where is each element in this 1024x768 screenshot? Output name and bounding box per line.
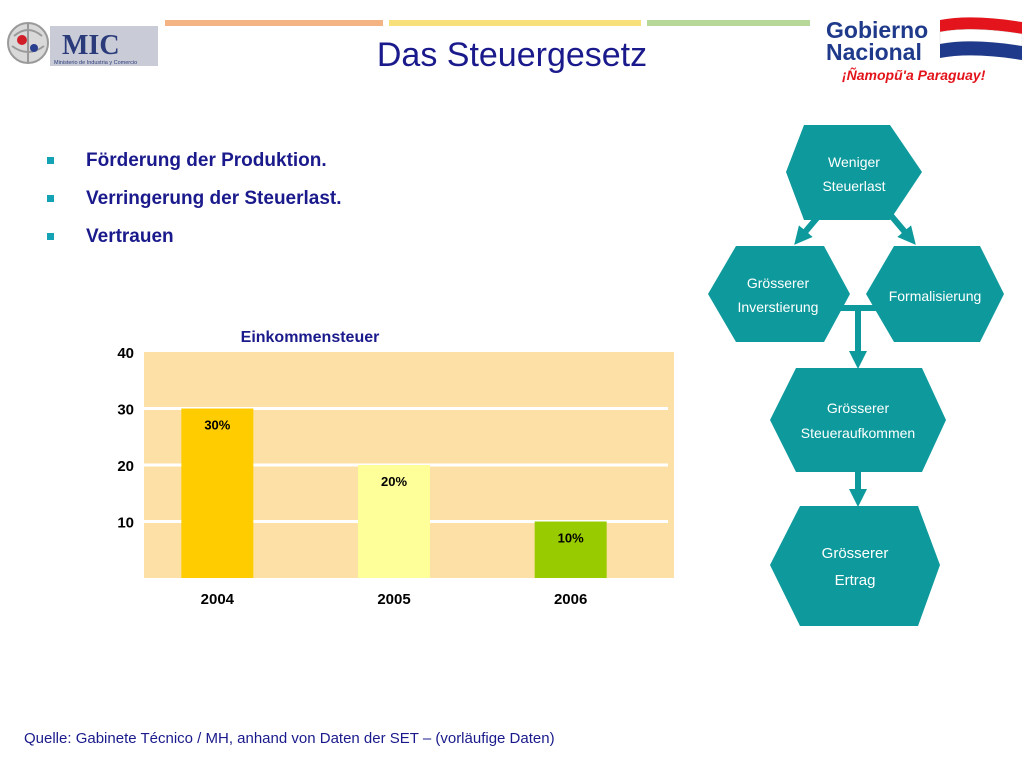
gov-logo-line2: Nacional xyxy=(826,39,922,65)
bar-data-label: 30% xyxy=(204,418,230,433)
page-title: Das Steuergesetz xyxy=(376,36,648,74)
hexagon-shape xyxy=(866,246,1004,342)
bar-2006 xyxy=(534,521,607,578)
node-label-line1: Weniger xyxy=(828,154,880,170)
node-groesserer-steueraufkommen: Grösserer Steueraufkommen xyxy=(770,368,946,472)
bullet-text: Vertrauen xyxy=(86,226,174,247)
bullet-item: Verringerung der Steuerlast. xyxy=(46,186,342,224)
source-note: Quelle: Gabinete Técnico / MH, anhand vo… xyxy=(24,730,555,747)
node-label-line2: Ertrag xyxy=(835,572,876,589)
hexagon-shape xyxy=(770,506,940,626)
chart-title: Einkommensteuer xyxy=(241,329,380,346)
bar-2004 xyxy=(181,408,254,578)
bar-data-label: 20% xyxy=(381,474,407,489)
node-label-line1: Formalisierung xyxy=(889,288,982,304)
node-label-line1: Grösserer xyxy=(827,400,890,416)
hexagon-shape xyxy=(708,246,850,342)
y-tick-label: 10 xyxy=(117,515,134,532)
mic-logo-caption: Ministerio de Industria y Comercio xyxy=(54,60,137,66)
header-color-bars xyxy=(165,20,810,26)
bullet-square-icon xyxy=(47,195,54,202)
x-tick-label: 2004 xyxy=(201,591,235,608)
node-groesserer-investierung: Grösserer Inverstierung xyxy=(708,246,850,342)
bullet-square-icon xyxy=(47,157,54,164)
node-label-line1: Grösserer xyxy=(822,545,889,562)
bullet-item: Förderung der Produktion. xyxy=(46,148,342,186)
gobierno-nacional-logo: Gobierno Nacional ¡Ñamopũ'a Paraguay! xyxy=(826,17,1022,83)
node-formalisierung: Formalisierung xyxy=(866,246,1004,342)
header-bar-green xyxy=(647,20,810,26)
node-label-line2: Steueraufkommen xyxy=(801,425,915,441)
node-label-line2: Inverstierung xyxy=(738,299,819,315)
bar-data-label: 10% xyxy=(558,531,584,546)
node-groesserer-ertrag: Grösserer Ertrag xyxy=(770,506,940,626)
bullet-item: Vertrauen xyxy=(46,224,342,262)
node-label-line1: Grösserer xyxy=(747,275,810,291)
mic-logo-text: MIC xyxy=(62,30,120,61)
y-tick-label: 30 xyxy=(117,402,134,419)
header-bar-orange xyxy=(165,20,383,26)
node-weniger-steuerlast: Weniger Steuerlast xyxy=(786,125,922,220)
gov-logo-line1: Gobierno xyxy=(826,17,928,43)
y-tick-label: 20 xyxy=(117,458,134,475)
gov-logo-slogan: ¡Ñamopũ'a Paraguay! xyxy=(842,66,986,83)
bar-2005 xyxy=(358,465,430,578)
node-label-line2: Steuerlast xyxy=(822,178,885,194)
paraguay-flag-icon xyxy=(939,17,1022,60)
income-tax-chart: Einkommensteuer 10 20 30 40 30% 20% 10% 2004 2… xyxy=(117,329,674,608)
mic-logo: MIC Ministerio de Industria y Comercio xyxy=(7,22,158,66)
x-tick-label: 2006 xyxy=(554,591,587,608)
header-bar-yellow xyxy=(389,20,641,26)
hexagon-shape xyxy=(786,125,922,220)
x-tick-label: 2005 xyxy=(377,591,410,608)
bullet-text: Verringerung der Steuerlast. xyxy=(86,188,342,209)
tax-effect-diagram: Weniger Steuerlast Grösserer Inverstieru… xyxy=(708,125,1004,626)
bullet-text: Förderung der Produktion. xyxy=(86,150,327,171)
y-tick-label: 40 xyxy=(117,345,134,362)
bullet-square-icon xyxy=(47,233,54,240)
hexagon-shape xyxy=(770,368,946,472)
bullet-list: Förderung der Produktion. Verringerung d… xyxy=(46,148,342,262)
